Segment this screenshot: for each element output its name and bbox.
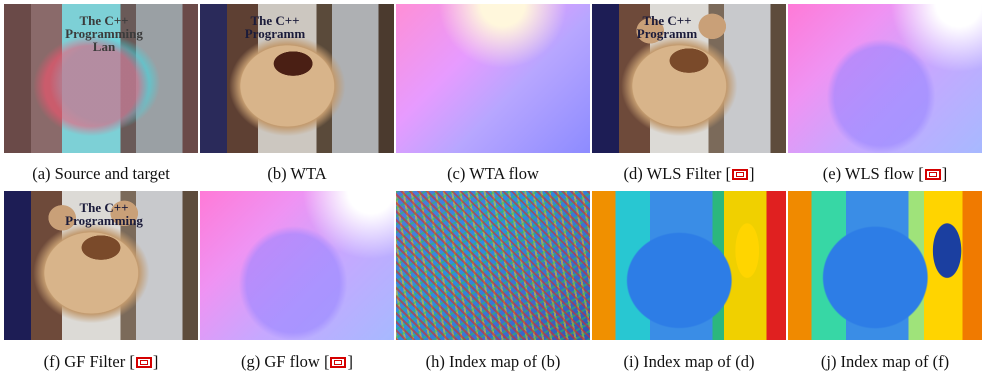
index-map-b-image [396, 191, 590, 340]
caption-e-text: (e) WLS flow [ [822, 164, 924, 183]
caption-g-tail: ] [347, 352, 353, 371]
wta-image: The C++ Programm [200, 4, 394, 153]
citation-link-icon[interactable] [924, 169, 941, 180]
gf-filter-image: The C++ Programming [4, 191, 198, 340]
caption-a: (a) Source and target [32, 164, 170, 183]
wls-filter-image: The C++ Programm [592, 4, 786, 153]
citation-link-icon[interactable] [135, 357, 152, 368]
citation-link-icon[interactable] [330, 357, 347, 368]
caption-d-text: (d) WLS Filter [ [623, 164, 731, 183]
caption-h: (h) Index map of (b) [425, 352, 561, 371]
book-title-text: The C++ Programm [244, 13, 306, 41]
source-target-image: The C++ Programming Lan [4, 4, 198, 153]
caption-f: (f) GF Filter [] [4, 352, 198, 372]
caption-g-text: (g) GF flow [ [241, 352, 330, 371]
wls-flow-image [788, 4, 982, 153]
book-title-text: The C++ Programming Lan [65, 13, 143, 54]
caption-d: (d) WLS Filter [] [592, 164, 786, 184]
caption-c: (c) WTA flow [447, 164, 539, 183]
caption-g: (g) GF flow [] [200, 352, 394, 372]
book-title-text: The C++ Programm [636, 13, 698, 41]
caption-d-tail: ] [748, 164, 755, 183]
caption-e: (e) WLS flow [] [788, 164, 982, 184]
caption-e-tail: ] [941, 164, 948, 183]
caption-b: (b) WTA [267, 164, 327, 183]
caption-f-tail: ] [152, 352, 159, 371]
index-map-d-image [592, 191, 786, 340]
caption-j: (j) Index map of (f) [820, 352, 950, 371]
gf-flow-image [200, 191, 394, 340]
book-title-text: The C++ Programming [65, 200, 143, 228]
caption-f-text: (f) GF Filter [ [43, 352, 135, 371]
wta-flow-image [396, 4, 590, 153]
index-map-f-image [788, 191, 982, 340]
citation-link-icon[interactable] [731, 169, 748, 180]
caption-i: (i) Index map of (d) [623, 352, 755, 371]
